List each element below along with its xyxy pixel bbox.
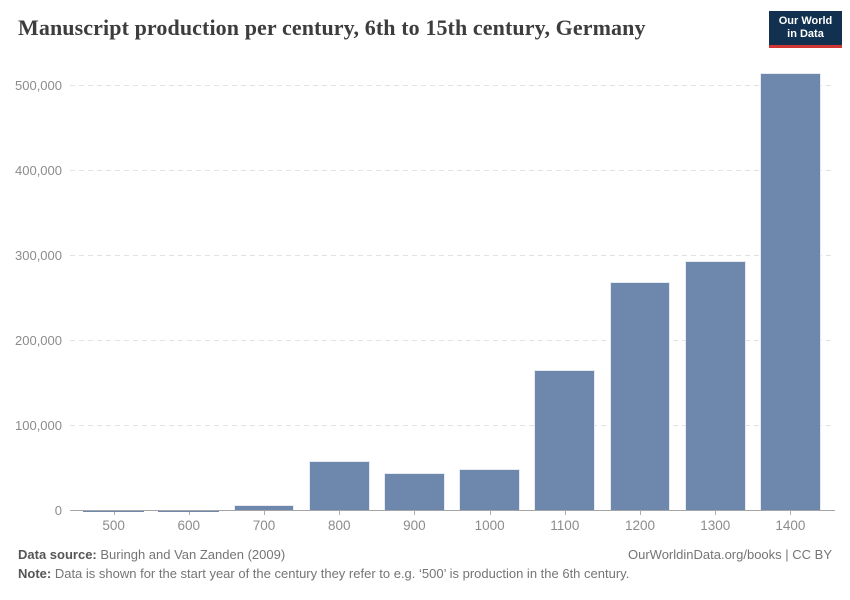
x-axis: 500 600 700 800 900 1000 1100 1200 1300 1400: [76, 511, 828, 537]
x-axis-label-500: 500: [102, 518, 125, 533]
bar-slot-500: [76, 60, 151, 511]
x-slot-1000: 1000: [452, 511, 527, 537]
y-gridline-400,000: [70, 170, 835, 171]
data-source-text: Data source: Buringh and Van Zanden (200…: [18, 545, 285, 564]
x-slot-700: 700: [226, 511, 301, 537]
owid-logo-line1: Our World: [778, 15, 833, 27]
bar-slot-700: [226, 60, 301, 511]
x-axis-label-900: 900: [403, 518, 426, 533]
x-slot-1300: 1300: [678, 511, 753, 537]
data-source-label: Data source:: [18, 547, 97, 562]
x-axis-tick-1400: [790, 511, 792, 515]
y-axis-tick-label-400,000: 400,000: [15, 163, 62, 178]
x-axis-label-1400: 1400: [775, 518, 806, 533]
bar-slot-1000: [452, 60, 527, 511]
bar-1000[interactable]: [459, 468, 521, 511]
bar-slot-1400: [753, 60, 828, 511]
note-text: Note: Data is shown for the start year o…: [18, 566, 629, 581]
x-axis-label-700: 700: [252, 518, 276, 533]
x-axis-label-1100: 1100: [550, 518, 580, 533]
y-axis-tick-label-200,000: 200,000: [15, 333, 62, 348]
y-axis: 0 100,000 200,000 300,000 400,000 500,000: [0, 60, 62, 518]
bar-1100[interactable]: [534, 369, 596, 511]
x-axis-tick-1000: [489, 511, 491, 515]
bars-row: [76, 60, 828, 511]
owid-logo-box: Our World in Data: [769, 11, 842, 45]
y-axis-tick-label-0: 0: [54, 503, 62, 518]
x-axis-tick-600: [188, 511, 190, 515]
owid-logo-line2: in Data: [787, 28, 824, 40]
bar-1200[interactable]: [609, 281, 671, 511]
y-gridline-200,000: [70, 340, 835, 341]
chart-title: Manuscript production per century, 6th t…: [18, 15, 646, 40]
bar-slot-1300: [678, 60, 753, 511]
plot-area: [70, 60, 835, 511]
attribution-link[interactable]: OurWorldinData.org/books | CC BY: [628, 547, 832, 562]
x-slot-800: 800: [302, 511, 377, 537]
footer: Data source: Buringh and Van Zanden (200…: [18, 545, 832, 583]
x-axis-tick-1300: [715, 511, 717, 515]
bar-slot-900: [377, 60, 452, 511]
y-axis-tick-label-100,000: 100,000: [15, 418, 62, 433]
x-axis-tick-500: [113, 511, 115, 515]
x-axis-label-1000: 1000: [474, 518, 505, 533]
x-axis-label-800: 800: [327, 518, 351, 533]
x-axis-tick-1100: [564, 511, 566, 515]
x-axis-tick-700: [264, 511, 265, 515]
bar-800[interactable]: [308, 460, 370, 511]
bar-slot-600: [151, 60, 226, 511]
x-slot-1100: 1100: [527, 511, 602, 537]
bar-1400[interactable]: [759, 73, 821, 511]
x-slot-900: 900: [377, 511, 452, 537]
bar-700[interactable]: [233, 505, 295, 511]
x-axis-label-1200: 1200: [625, 518, 656, 533]
y-gridline-500,000: [70, 85, 835, 86]
y-gridline-100,000: [70, 425, 835, 426]
note-label: Note:: [18, 566, 52, 581]
x-slot-1200: 1200: [602, 511, 677, 537]
x-slot-600: 600: [151, 511, 226, 537]
x-axis-tick-900: [414, 511, 416, 515]
y-axis-tick-label-500,000: 500,000: [15, 78, 62, 93]
owid-logo[interactable]: Our World in Data: [769, 11, 842, 48]
y-gridline-300,000: [70, 255, 835, 256]
x-axis-tick-800: [339, 511, 341, 515]
x-axis-line: [70, 510, 835, 511]
note-value: Data is shown for the start year of the …: [51, 566, 630, 581]
x-axis-label-1300: 1300: [700, 518, 731, 533]
y-axis-tick-label-300,000: 300,000: [15, 248, 62, 263]
bar-slot-1200: [602, 60, 677, 511]
x-axis-tick-1200: [640, 511, 642, 515]
bar-slot-1100: [527, 60, 602, 511]
bar-900[interactable]: [383, 472, 445, 511]
bar-1300[interactable]: [684, 261, 746, 511]
data-source-value: Buringh and Van Zanden (2009): [96, 547, 286, 562]
footer-row-source: Data source: Buringh and Van Zanden (200…: [18, 545, 832, 564]
bar-slot-800: [302, 60, 377, 511]
x-slot-500: 500: [76, 511, 151, 537]
x-slot-1400: 1400: [753, 511, 828, 537]
footer-row-note: Note: Data is shown for the start year o…: [18, 564, 832, 583]
owid-logo-red-stripe: [769, 45, 842, 48]
x-axis-label-600: 600: [177, 518, 201, 533]
